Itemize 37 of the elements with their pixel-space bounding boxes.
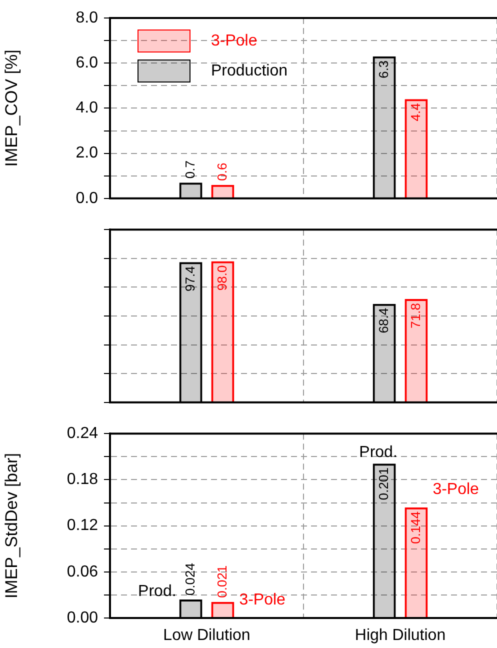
data-label: 0.144 [408, 511, 423, 544]
y-tick-label: 8.0 [76, 9, 98, 26]
data-label: 0.7 [182, 160, 198, 179]
y-axis-title: IMEP_StdDev [bar] [2, 453, 21, 599]
text: Prod. [359, 444, 398, 461]
bar [404, 507, 428, 618]
y-tick-label: 0.00 [66, 609, 98, 626]
legend-label: 3-Pole [239, 591, 286, 608]
bar [404, 99, 428, 198]
data-label: 4.4 [408, 103, 423, 122]
data-label: 97.4 [182, 266, 198, 292]
y-tick-label: 0.18 [66, 471, 98, 488]
x-tick-label: Low Dilution [163, 627, 250, 644]
data-label: 0.024 [182, 563, 198, 596]
legend-label: Production [211, 62, 288, 80]
bar [404, 299, 428, 402]
y-tick-label: 0.0 [76, 190, 98, 207]
y-tick-label: 0.12 [66, 517, 98, 534]
y-tick-label: 6.0 [76, 54, 98, 72]
y-tick-label: 2.0 [76, 144, 98, 162]
bar [211, 261, 234, 402]
data-label: 6.3 [376, 60, 391, 78]
data-label: 0.201 [376, 468, 391, 500]
data-label: 71.8 [408, 303, 423, 328]
data-label: 68.4 [376, 308, 391, 334]
y-tick-label: 0.06 [66, 563, 98, 580]
data-label: 98.0 [214, 265, 230, 291]
text: 3-Pole [432, 480, 479, 498]
y-tick-label: 0.24 [66, 425, 98, 442]
y-axis-title: IMEP_COV [%] [2, 50, 21, 167]
data-label: 0.021 [214, 565, 230, 598]
data-label: 0.6 [214, 162, 230, 181]
series-label: Prod. [138, 582, 176, 600]
y-tick-label: 4.0 [76, 100, 98, 117]
x-tick-label: High Dilution [354, 627, 446, 644]
bar [211, 184, 234, 198]
legend-label: 3-Pole [211, 32, 258, 50]
